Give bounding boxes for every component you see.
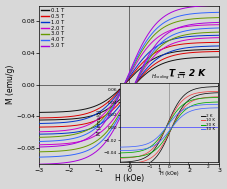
Text: T = 2 K: T = 2 K: [169, 69, 205, 78]
Legend: 0.1 T, 0.5 T, 1.0 T, 2.0 T, 3.0 T, 4.0 T, 5.0 T: 0.1 T, 0.5 T, 1.0 T, 2.0 T, 3.0 T, 4.0 T…: [41, 7, 65, 49]
Y-axis label: M (emu/g): M (emu/g): [5, 65, 15, 104]
X-axis label: H (kOe): H (kOe): [115, 174, 144, 184]
